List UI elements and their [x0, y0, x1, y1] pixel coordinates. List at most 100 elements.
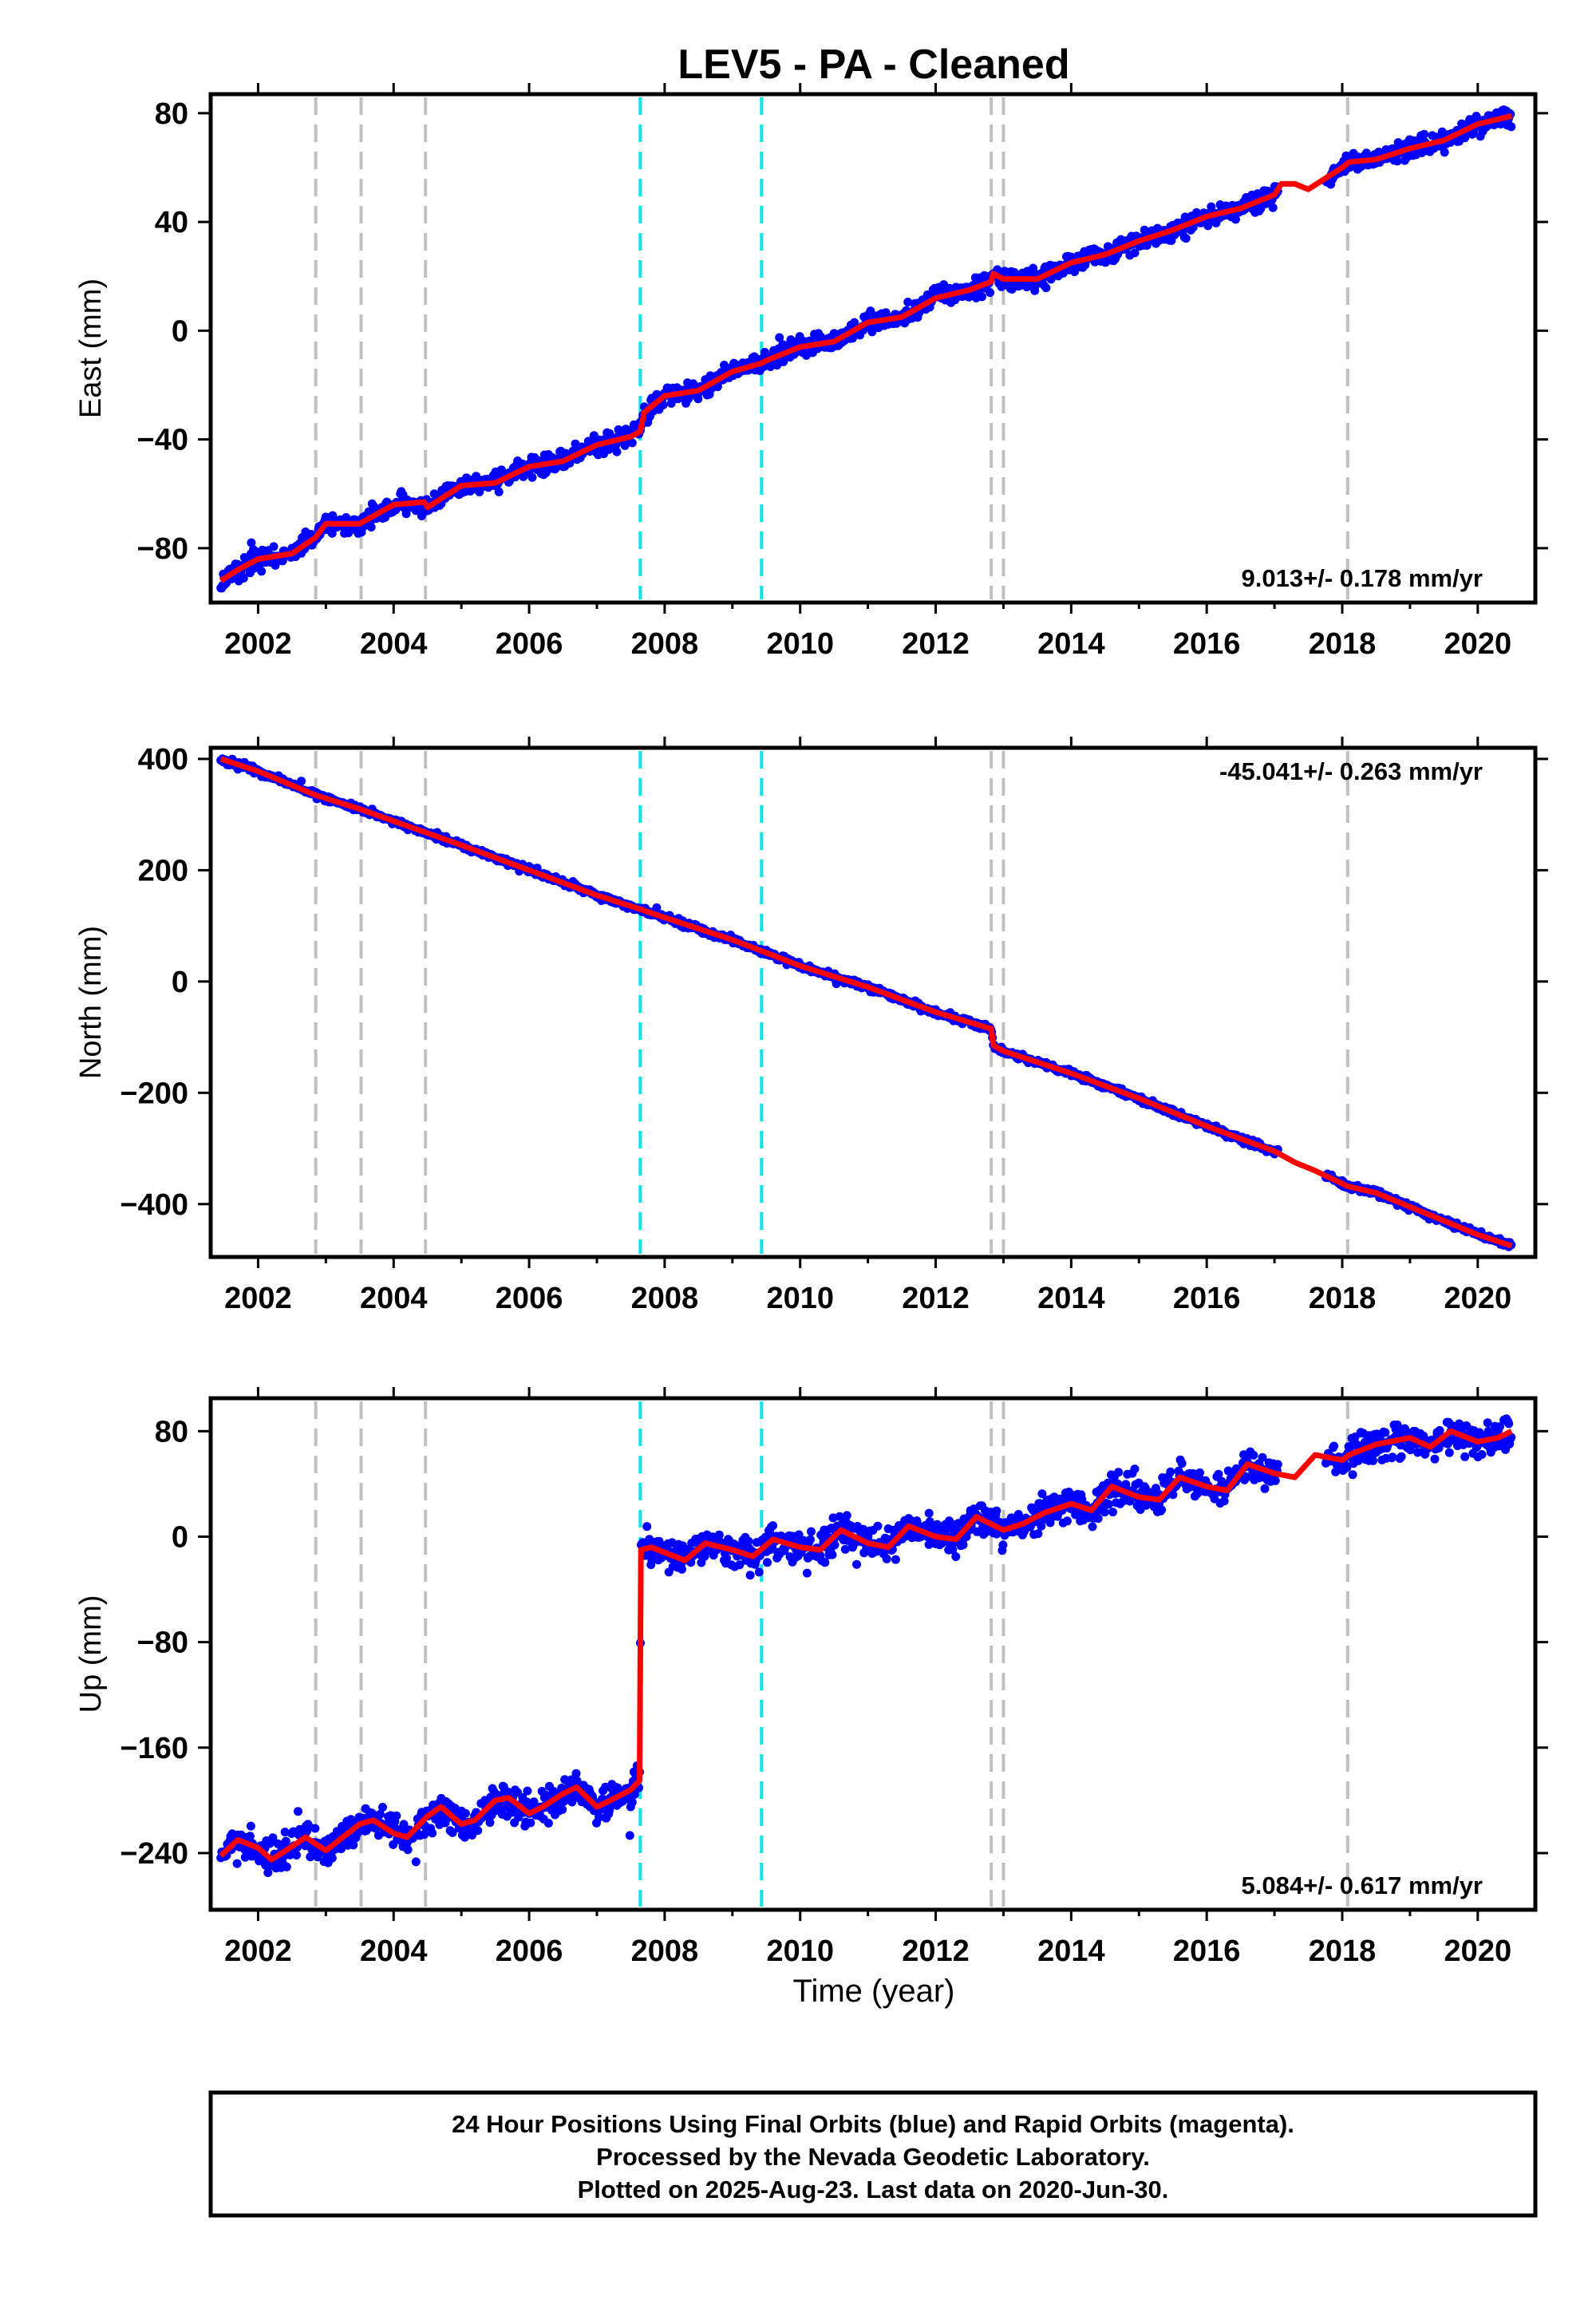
data-point: [337, 1844, 346, 1854]
model-line: [219, 1428, 1513, 1863]
data-point: [627, 438, 637, 448]
x-tick-label: 2018: [1309, 627, 1377, 661]
data-point: [310, 1824, 320, 1833]
data-point: [658, 401, 668, 409]
y-tick-label: −80: [137, 532, 188, 566]
data-point: [1473, 1429, 1483, 1439]
y-axis-label: East (mm): [74, 279, 108, 418]
y-tick-label: −160: [120, 1732, 188, 1765]
data-point: [294, 1807, 302, 1816]
data-point: [1477, 1450, 1487, 1459]
data-point: [903, 298, 913, 306]
x-tick-label: 2004: [360, 627, 428, 661]
data-point: [840, 1544, 850, 1554]
data-point: [779, 357, 788, 366]
data-point: [1157, 1505, 1167, 1515]
y-tick-label: −400: [120, 1188, 188, 1222]
data-point: [448, 1828, 457, 1837]
data-point: [1369, 1456, 1378, 1465]
data-point: [497, 467, 507, 476]
data-point: [392, 1811, 401, 1820]
data-point: [1440, 148, 1449, 157]
model-line: [219, 113, 1513, 583]
x-tick-label: 2004: [360, 1282, 428, 1315]
x-tick-label: 2014: [1037, 1935, 1105, 1968]
x-tick-label: 2012: [902, 1282, 970, 1315]
data-point: [924, 1508, 934, 1518]
data-point: [1270, 1476, 1280, 1485]
x-tick-label: 2008: [631, 627, 699, 661]
data-point: [891, 1555, 900, 1564]
data-point: [1420, 129, 1429, 139]
data-point: [473, 1826, 483, 1836]
data-point: [1444, 1448, 1454, 1457]
data-point: [820, 1558, 830, 1567]
data-point: [1231, 215, 1240, 224]
data-point: [411, 1857, 421, 1867]
data-point: [744, 1536, 753, 1546]
x-tick-label: 2020: [1444, 627, 1512, 661]
data-point: [1130, 248, 1140, 258]
data-point: [642, 1522, 652, 1531]
data-point: [1249, 1450, 1258, 1460]
data-point: [1037, 1521, 1046, 1531]
data-point: [951, 283, 961, 292]
data-point: [951, 1552, 961, 1561]
data-points: [216, 1414, 1516, 1877]
data-point: [246, 1821, 255, 1831]
data-point: [714, 1530, 724, 1539]
data-point: [280, 1828, 290, 1837]
x-tick-label: 2010: [766, 1935, 834, 1968]
y-tick-label: 80: [155, 97, 188, 131]
y-axis-label: North (mm): [74, 926, 108, 1079]
data-point: [558, 1804, 567, 1814]
data-point: [1033, 1529, 1043, 1539]
figure-title: LEV5 - PA - Cleaned: [678, 41, 1069, 88]
data-point: [1434, 1443, 1444, 1452]
footer-line-2: Processed by the Nevada Geodetic Laborat…: [596, 2143, 1150, 2171]
data-point: [443, 481, 452, 491]
plot-frame: [208, 92, 1538, 605]
data-point: [1093, 1514, 1103, 1524]
velocity-label: 9.013+/- 0.178 mm/yr: [1242, 564, 1483, 592]
x-tick-label: 2006: [496, 1935, 563, 1968]
data-point: [1177, 1459, 1187, 1468]
velocity-label: -45.041+/- 0.263 mm/yr: [1219, 757, 1483, 785]
panel-up: 2002 2004 2006 2008 2010 2012 2014 2016 2018 2020…: [74, 1387, 1548, 1968]
data-point: [1507, 122, 1516, 132]
x-tick-label: 2002: [224, 627, 292, 661]
data-point: [829, 329, 839, 338]
x-tick-label: 2014: [1037, 627, 1105, 661]
y-tick-label: −40: [137, 424, 188, 457]
data-point: [1483, 1418, 1492, 1428]
data-point: [428, 1828, 437, 1838]
panel-east: 2002 2004 2006 2008 2010 2012 2014 2016 2018 2020…: [74, 83, 1548, 661]
y-tick-label: 0: [172, 1520, 188, 1554]
data-point: [1037, 1489, 1047, 1499]
data-point: [1219, 1496, 1229, 1506]
data-point: [1195, 1468, 1204, 1477]
data-point: [992, 1506, 1001, 1516]
data-point: [485, 1818, 495, 1828]
data-point: [745, 1571, 755, 1580]
footer-line-3: Plotted on 2025-Aug-23. Last data on 202…: [578, 2176, 1169, 2203]
data-point: [1504, 1419, 1514, 1429]
data-point: [327, 528, 337, 538]
data-point: [328, 511, 338, 520]
data-point: [1270, 1460, 1279, 1469]
data-point: [327, 1853, 337, 1863]
y-tick-label: −200: [120, 1077, 188, 1110]
data-point: [735, 1560, 745, 1570]
data-point: [1168, 1490, 1178, 1500]
data-point: [823, 1525, 832, 1535]
data-point: [292, 1851, 301, 1860]
panel-north: 2002 2004 2006 2008 2010 2012 2014 2016 2018 2020…: [74, 737, 1548, 1315]
data-point: [1260, 1484, 1270, 1493]
x-tick-label: 2020: [1444, 1935, 1512, 1968]
data-point: [648, 1550, 658, 1559]
y-tick-label: 200: [138, 854, 188, 887]
data-point: [958, 1540, 968, 1550]
x-tick-label: 2002: [224, 1282, 292, 1315]
data-point: [948, 1545, 958, 1555]
data-point: [807, 1527, 816, 1536]
